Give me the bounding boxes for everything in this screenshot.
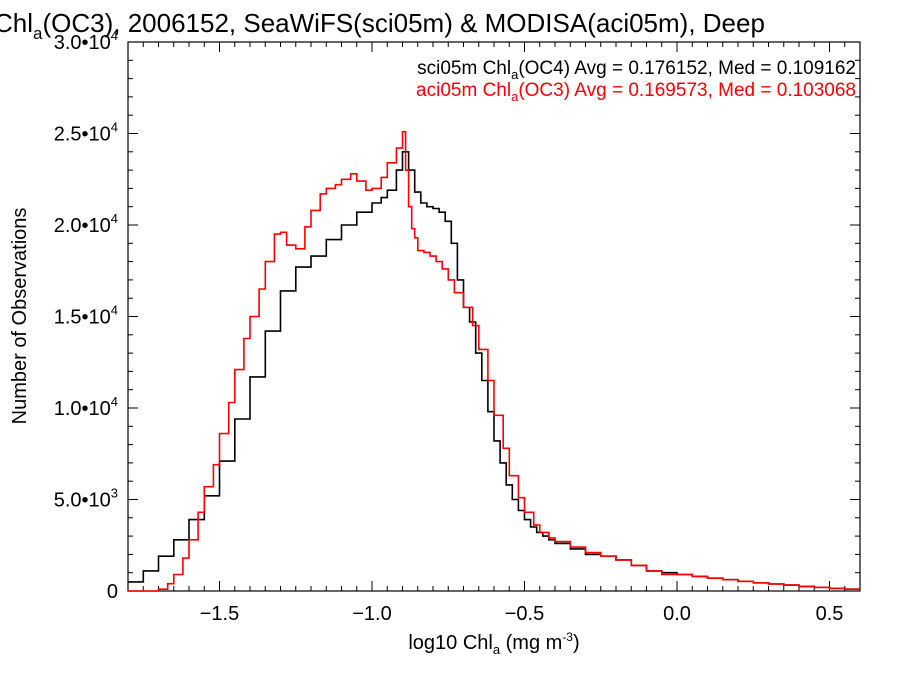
x-tick-label: −1.0 bbox=[352, 603, 391, 625]
x-tick-label: −1.5 bbox=[200, 603, 239, 625]
y-axis-label: Number of Observations bbox=[9, 208, 31, 425]
y-tick-label: 1.5•104 bbox=[54, 303, 118, 329]
chart-title: Chla(OC3), 2006152, SeaWiFS(sci05m) & MO… bbox=[0, 8, 765, 43]
x-axis-label: log10 Chla (mg m-3) bbox=[408, 630, 579, 657]
series-layer bbox=[128, 130, 860, 591]
x-tick-label: 0.5 bbox=[816, 603, 844, 625]
y-tick-label: 2.0•104 bbox=[54, 211, 118, 237]
annotation-sci05m: sci05m Chla(OC4) Avg = 0.176152, Med = 0… bbox=[417, 58, 856, 82]
x-tick-label: 0.0 bbox=[663, 603, 691, 625]
y-tick-label: 1.0•104 bbox=[54, 394, 118, 420]
y-tick-label: 3.0•104 bbox=[54, 28, 118, 54]
y-tick-label: 0 bbox=[107, 581, 118, 603]
plot-frame bbox=[127, 41, 861, 592]
series-aci05m-line bbox=[128, 130, 860, 591]
y-tick-label: 5.0•103 bbox=[54, 486, 118, 512]
y-tick-labels: 0 5.0•103 1.0•104 1.5•104 2.0•104 2.5•104 3.0•… bbox=[54, 28, 118, 603]
series-sci05m-line bbox=[128, 151, 860, 591]
annotation-aci05m: aci05m Chla(OC3) Avg = 0.169573, Med = 0… bbox=[416, 80, 856, 104]
x-tick-label: −0.5 bbox=[505, 603, 544, 625]
x-tick-labels: −1.5 −1.0 −0.5 0.0 0.5 bbox=[200, 603, 844, 625]
axis-ticks bbox=[128, 41, 861, 592]
y-tick-label: 2.5•104 bbox=[54, 120, 118, 146]
